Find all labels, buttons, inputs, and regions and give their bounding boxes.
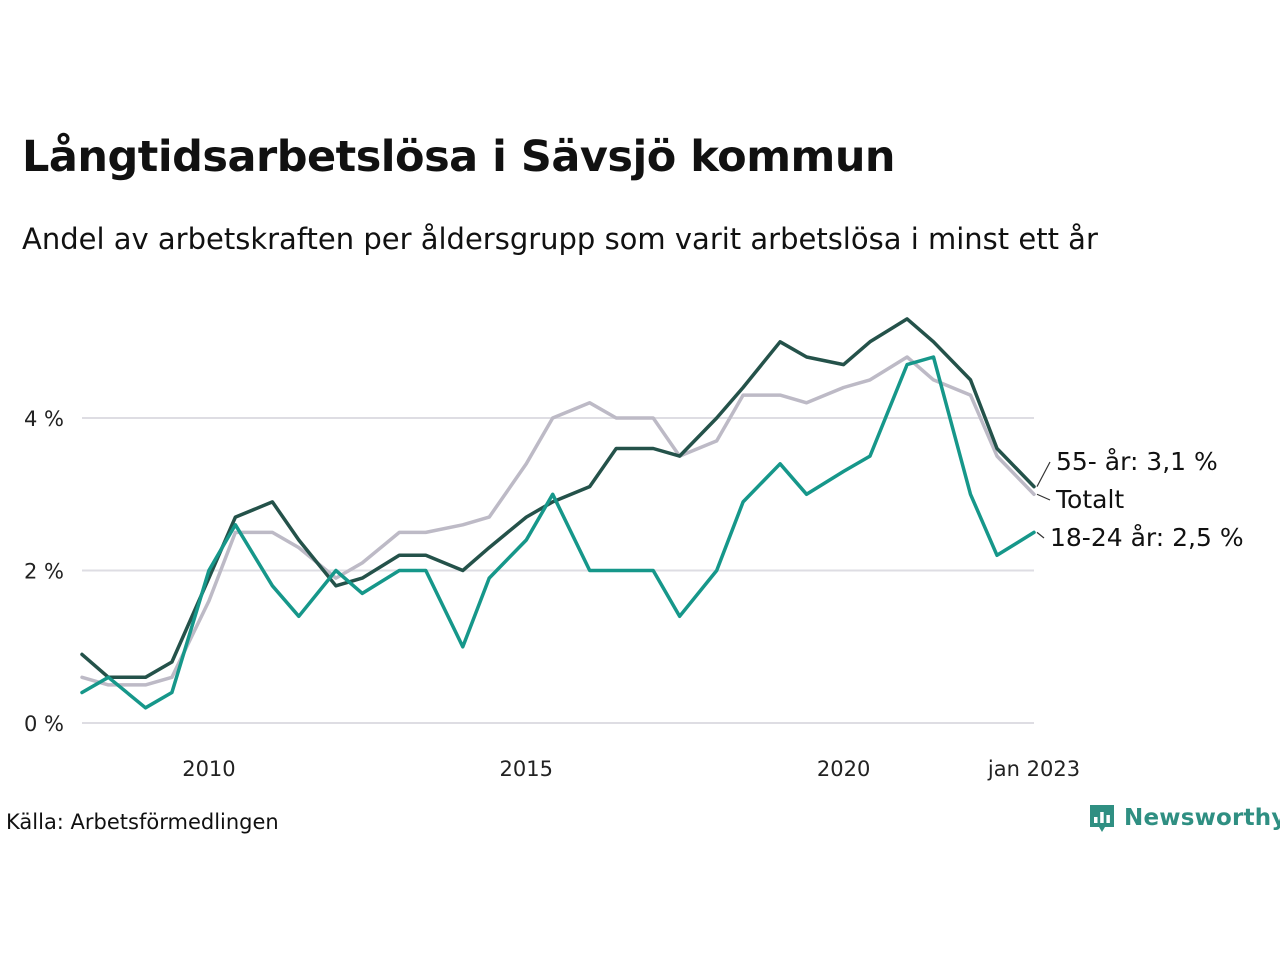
y-tick-label: 2 % <box>24 560 64 584</box>
x-tick-label: 2020 <box>817 757 870 781</box>
series-label-youth: 18-24 år: 2,5 % <box>1050 523 1244 552</box>
source-note: Källa: Arbetsförmedlingen <box>6 810 279 834</box>
newsworthy-logo-icon <box>1090 805 1114 832</box>
label-leader-older <box>1036 461 1051 487</box>
series-label-older: 55- år: 3,1 % <box>1056 447 1218 476</box>
brand-logo: Newsworthy <box>1088 803 1280 833</box>
x-tick-label: 2015 <box>500 757 553 781</box>
x-axis: 2010 2015 2020 jan 2023 <box>182 757 1080 781</box>
label-leader-total <box>1036 493 1051 501</box>
series-line-older <box>80 317 1036 680</box>
series-line-total <box>80 355 1036 687</box>
x-tick-label: 2010 <box>182 757 235 781</box>
y-axis: 0 % 2 % 4 % <box>24 407 64 736</box>
y-tick-label: 4 % <box>24 407 64 431</box>
series-labels: Totalt 55- år: 3,1 % 18-24 år: 2,5 % <box>1036 447 1244 552</box>
brand-name: Newsworthy <box>1124 805 1280 831</box>
x-tick-label: jan 2023 <box>987 757 1080 781</box>
series-lines <box>80 317 1036 710</box>
label-leader-youth <box>1036 531 1045 539</box>
page-title: Långtidsarbetslösa i Sävsjö kommun <box>22 132 896 182</box>
chart-subtitle: Andel av arbetskraften per åldersgrupp s… <box>22 222 1098 256</box>
gridlines <box>82 417 1034 724</box>
y-tick-label: 0 % <box>24 712 64 736</box>
series-label-total: Totalt <box>1055 485 1124 514</box>
series-line-youth <box>80 355 1036 710</box>
